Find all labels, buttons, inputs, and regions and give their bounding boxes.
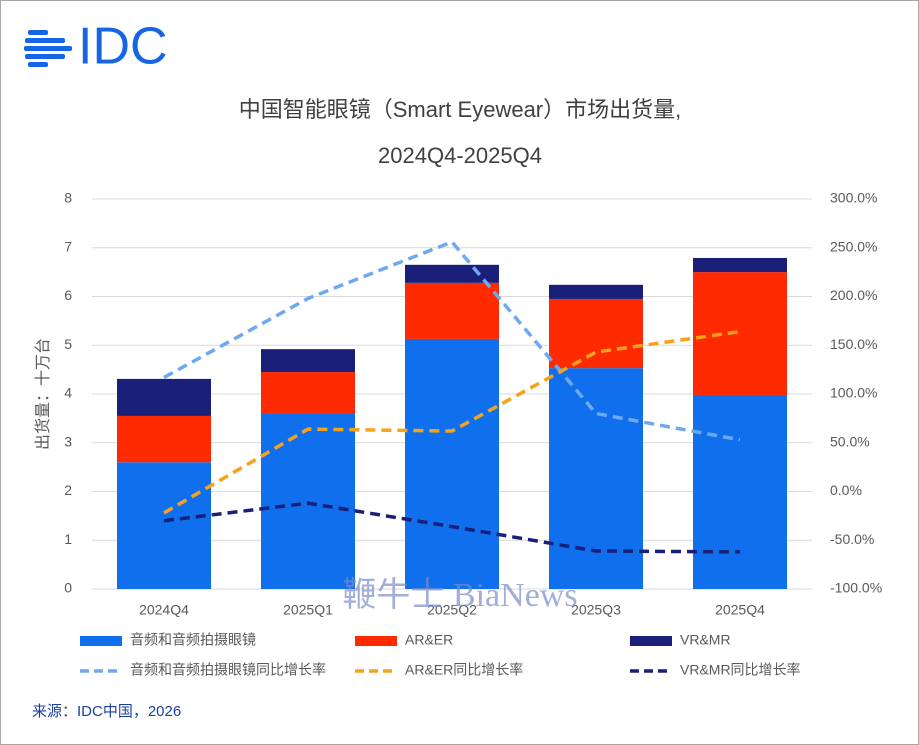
bar — [549, 284, 643, 299]
bar — [693, 257, 787, 273]
bar — [549, 368, 643, 589]
y-tick-label: 3 — [64, 433, 72, 449]
bar — [549, 298, 643, 369]
line — [163, 329, 741, 515]
bar — [261, 372, 355, 414]
bar — [405, 338, 499, 589]
y2-tick-label: 150.0% — [830, 336, 877, 352]
y2-tick-label: 50.0% — [830, 433, 870, 449]
y-axis-label: 出货量：十万台 — [34, 338, 52, 450]
y-tick-label: 6 — [64, 287, 72, 303]
bar — [693, 272, 787, 395]
bar — [693, 394, 787, 589]
y-tick-label: 1 — [64, 531, 72, 547]
legend-label: VR&MR — [680, 632, 731, 648]
y2-tick-label: 200.0% — [830, 287, 877, 303]
source: 来源：IDC中国，2026 — [32, 703, 181, 720]
y2-tick-label: 100.0% — [830, 385, 877, 401]
x-tick-label: 2025Q4 — [715, 602, 765, 618]
watermark: 鞭牛士 BiaNews — [342, 576, 577, 614]
y-tick-label: 0 — [64, 580, 72, 596]
legend-swatch — [80, 636, 122, 646]
x-tick-label: 2024Q4 — [139, 602, 189, 618]
y2-tick-label: 0.0% — [830, 482, 862, 498]
y2-tick-label: -50.0% — [830, 531, 874, 547]
y-tick-label: 4 — [64, 385, 72, 401]
bar — [117, 462, 211, 589]
legend-label: VR&MR同比增长率 — [680, 662, 801, 678]
bar — [117, 415, 211, 463]
legend-swatch — [630, 636, 672, 646]
y2-tick-label: -100.0% — [830, 580, 882, 596]
chart-subtitle: 2024Q4-2025Q4 — [378, 143, 542, 168]
legend-label: AR&ER — [405, 632, 453, 648]
y-tick-label: 7 — [64, 238, 72, 254]
legend-swatch — [355, 636, 397, 646]
y-tick-label: 2 — [64, 482, 72, 498]
y-tick-label: 5 — [64, 336, 72, 352]
chart-title: 中国智能眼镜（Smart Eyewear）市场出货量, — [239, 97, 682, 122]
legend-label: 音频和音频拍摄眼镜 — [130, 632, 256, 648]
legend-label: 音频和音频拍摄眼镜同比增长率 — [130, 662, 326, 678]
y2-tick-label: 300.0% — [830, 190, 877, 206]
x-tick-label: 2025Q3 — [571, 602, 621, 618]
bar — [261, 349, 355, 373]
legend-label: AR&ER同比增长率 — [405, 662, 523, 678]
y-tick-label: 8 — [64, 190, 72, 206]
line — [163, 501, 741, 554]
bar — [405, 282, 499, 339]
bar — [117, 378, 211, 416]
x-tick-label: 2025Q2 — [427, 602, 477, 618]
logo-mark — [24, 30, 72, 67]
x-tick-label: 2025Q1 — [283, 602, 333, 618]
y2-tick-label: 250.0% — [830, 238, 877, 254]
logo-text: IDC — [78, 18, 168, 76]
